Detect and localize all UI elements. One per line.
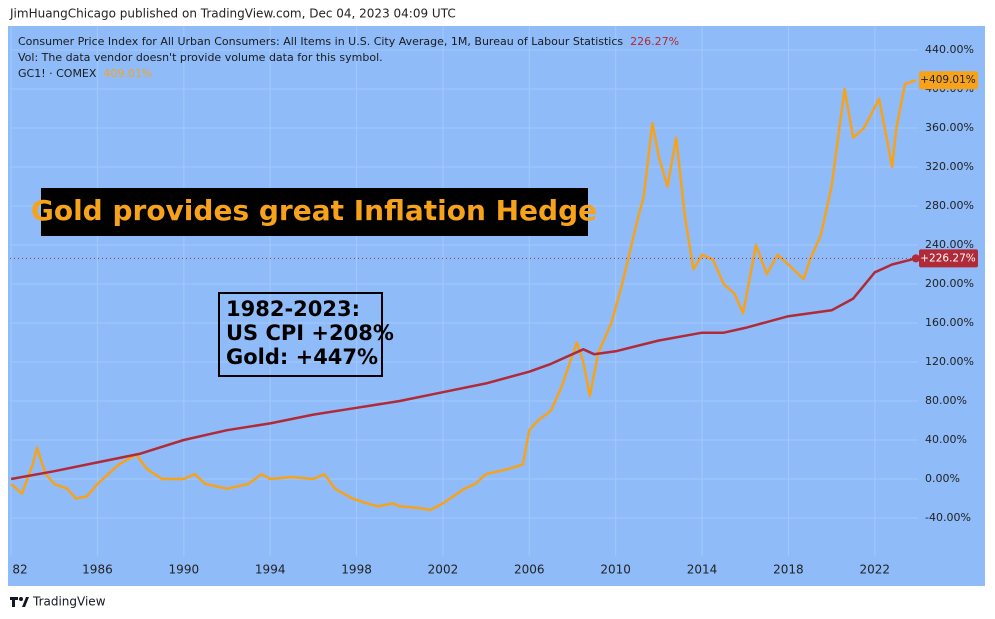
last-point xyxy=(911,254,920,263)
stats-box xyxy=(218,292,383,377)
y-tick-label: 280.00% xyxy=(925,199,974,212)
y-tick-label: 200.00% xyxy=(925,277,974,290)
x-tick-label: 1990 xyxy=(169,563,200,577)
x-tick-label: 2014 xyxy=(687,563,718,577)
y-tick-label: 160.00% xyxy=(925,316,974,329)
x-tick-label: 2006 xyxy=(514,563,545,577)
footer: TradingView xyxy=(32,595,106,609)
volume-note: Vol: The data vendor doesn't provide vol… xyxy=(18,51,383,64)
y-tick-label: 0.00% xyxy=(925,472,960,485)
headline: Gold provides great Inflation Hedge xyxy=(31,194,597,227)
series-line xyxy=(10,257,917,481)
x-tick-label: 2018 xyxy=(773,563,804,577)
y-tick-label: 80.00% xyxy=(925,394,967,407)
last-label-box xyxy=(919,71,978,90)
y-tick-label: 360.00% xyxy=(925,121,974,134)
last-label: +226.27% xyxy=(920,252,976,264)
x-tick-label: 1994 xyxy=(255,563,286,577)
x-tick-label: 2022 xyxy=(860,563,891,577)
y-tick-label: 440.00% xyxy=(925,43,974,56)
header: JimHuangChicago published on TradingView… xyxy=(9,7,456,21)
last-label-box xyxy=(919,249,978,268)
legend-value: 409.01% xyxy=(103,67,152,80)
y-tick-label: 320.00% xyxy=(925,160,974,173)
y-tick-label: 40.00% xyxy=(925,433,967,446)
series-line xyxy=(10,79,917,512)
x-tick-label: 2010 xyxy=(600,563,631,577)
y-tick-label: -40.00% xyxy=(925,511,971,524)
x-tick-label: 1986 xyxy=(82,563,113,577)
stats-line: Gold: +447% xyxy=(226,345,378,369)
chart-background xyxy=(8,26,985,586)
y-tick-label: 240.00% xyxy=(925,238,974,251)
stats-line: US CPI +208% xyxy=(226,321,394,345)
y-tick-label: 120.00% xyxy=(925,355,974,368)
logo xyxy=(10,597,29,607)
last-label: +409.01% xyxy=(920,74,976,86)
x-tick-label: 1998 xyxy=(341,563,372,577)
stats-line: 1982-2023: xyxy=(226,297,360,321)
legend-entry: GC1! · COMEX xyxy=(18,67,97,80)
legend-entry: Consumer Price Index for All Urban Consu… xyxy=(18,35,623,48)
x-tick-label: 2002 xyxy=(428,563,459,577)
x-tick-label: 82 xyxy=(12,563,27,577)
headline-box xyxy=(41,188,588,236)
legend-value: 226.27% xyxy=(630,35,679,48)
